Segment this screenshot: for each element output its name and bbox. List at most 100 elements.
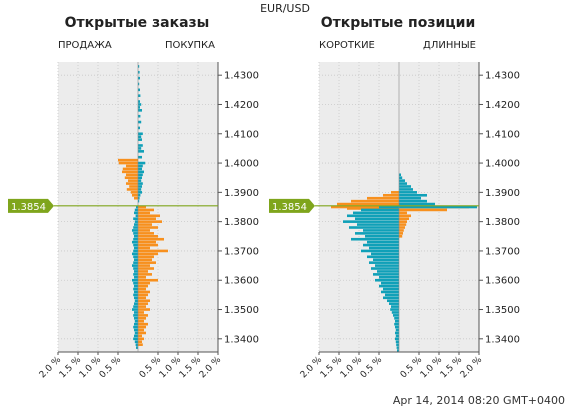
positions-bar-sell bbox=[399, 223, 407, 226]
orders-bar-buy bbox=[134, 311, 138, 314]
orders-bar-sell bbox=[129, 185, 138, 188]
positions-xtick-label: 1.5 % bbox=[319, 355, 345, 381]
orders-bar-buy bbox=[134, 223, 138, 226]
orders-ytick-label: 1.3900 bbox=[224, 188, 259, 199]
orders-bar-sell bbox=[138, 317, 146, 320]
positions-bar-buy bbox=[355, 217, 399, 221]
positions-bar-sell bbox=[337, 202, 399, 206]
orders-bar-sell bbox=[134, 196, 138, 200]
positions-bar-buy bbox=[375, 264, 399, 267]
orders-ytick-label: 1.4300 bbox=[224, 71, 259, 82]
positions-bar-buy bbox=[363, 229, 399, 232]
positions-bar-buy bbox=[399, 205, 477, 209]
orders-bar-buy bbox=[138, 70, 140, 74]
positions-bar-buy bbox=[395, 340, 399, 344]
orders-xtick-label: 2.0 % bbox=[198, 355, 224, 381]
orders-bar-buy bbox=[134, 258, 138, 262]
orders-bar-buy bbox=[138, 126, 140, 130]
orders-bar-buy bbox=[133, 243, 138, 247]
orders-bar-sell bbox=[138, 331, 146, 335]
orders-bar-buy bbox=[138, 109, 142, 112]
orders-bar-sell bbox=[138, 302, 148, 305]
positions-ytick-label: 1.3400 bbox=[485, 334, 520, 345]
orders-bar-sell bbox=[138, 249, 168, 253]
positions-bar-buy bbox=[373, 273, 399, 276]
orders-bar-sell bbox=[138, 211, 150, 215]
orders-xtick-label: 1.0 % bbox=[158, 355, 184, 381]
orders-bar-sell bbox=[138, 337, 144, 341]
positions-bar-buy bbox=[399, 199, 427, 203]
positions-price-tag-label: 1.3854 bbox=[272, 202, 307, 213]
orders-bar-buy bbox=[134, 299, 138, 303]
positions-bar-buy bbox=[343, 220, 399, 223]
positions-bar-buy bbox=[399, 191, 417, 194]
orders-ytick-label: 1.4200 bbox=[224, 100, 259, 111]
positions-price-tag bbox=[269, 198, 315, 213]
positions-xtick-label: 1.0 % bbox=[339, 355, 365, 381]
positions-bar-buy bbox=[395, 337, 399, 341]
orders-bar-buy bbox=[138, 173, 143, 177]
orders-bar-buy bbox=[138, 191, 142, 194]
orders-bar-sell bbox=[126, 173, 138, 177]
orders-bar-buy bbox=[138, 114, 141, 118]
positions-bar-buy bbox=[379, 284, 399, 288]
orders-bar-sell bbox=[138, 270, 148, 273]
positions-bar-buy bbox=[395, 319, 399, 323]
positions-bar-buy bbox=[349, 226, 399, 229]
orders-bar-buy bbox=[134, 328, 138, 332]
orders-bar-sell bbox=[138, 255, 154, 259]
orders-ytick-label: 1.3400 bbox=[224, 334, 259, 345]
orders-bar-buy bbox=[138, 193, 141, 197]
orders-bar-sell bbox=[138, 273, 152, 276]
positions-bar-buy bbox=[363, 243, 399, 247]
positions-bar-buy bbox=[399, 173, 401, 177]
orders-bar-sell bbox=[138, 340, 142, 344]
positions-bar-buy bbox=[399, 182, 407, 185]
orders-xtick-label: 1.5 % bbox=[178, 355, 204, 381]
positions-bar-buy bbox=[394, 317, 399, 320]
orders-bar-buy bbox=[134, 220, 138, 223]
orders-bar-buy bbox=[136, 346, 138, 349]
orders-bar-buy bbox=[138, 150, 144, 153]
positions-ytick-label: 1.4300 bbox=[485, 71, 520, 82]
positions-ytick-label: 1.3600 bbox=[485, 276, 520, 287]
positions-chart-title: Открытые позиции bbox=[321, 15, 476, 31]
orders-bar-buy bbox=[134, 296, 138, 300]
positions-bar-sell bbox=[399, 220, 407, 223]
positions-bar-buy bbox=[353, 211, 399, 215]
orders-xtick-label: 2.0 % bbox=[38, 355, 64, 381]
positions-xtick-label: 0.5 % bbox=[359, 355, 385, 381]
positions-bar-buy bbox=[396, 346, 399, 349]
orders-bar-buy bbox=[138, 185, 142, 188]
orders-bar-sell bbox=[138, 276, 146, 279]
orders-bar-buy bbox=[138, 103, 142, 106]
positions-bar-buy bbox=[399, 202, 435, 206]
orders-bar-buy bbox=[134, 317, 138, 320]
positions-bar-sell bbox=[399, 234, 403, 238]
orders-bar-sell bbox=[138, 281, 150, 285]
orders-bar-buy bbox=[138, 76, 140, 80]
positions-bar-buy bbox=[399, 196, 421, 200]
orders-bar-buy bbox=[138, 82, 140, 86]
orders-bar-sell bbox=[138, 214, 160, 218]
positions-bar-buy bbox=[357, 223, 399, 226]
positions-ytick-label: 1.3500 bbox=[485, 305, 520, 316]
positions-bar-sell bbox=[399, 232, 403, 235]
positions-bar-buy bbox=[365, 234, 399, 238]
orders-bar-sell bbox=[138, 278, 158, 282]
orders-bar-sell bbox=[138, 217, 156, 221]
orders-bar-sell bbox=[138, 267, 154, 270]
positions-bar-buy bbox=[371, 252, 399, 256]
positions-bar-buy bbox=[391, 311, 399, 314]
orders-bar-buy bbox=[133, 217, 138, 221]
orders-bar-buy bbox=[138, 100, 140, 103]
orders-bar-buy bbox=[134, 211, 138, 215]
orders-bar-sell bbox=[138, 258, 152, 262]
orders-bar-sell bbox=[138, 205, 146, 209]
orders-bar-buy bbox=[134, 334, 138, 338]
orders-bar-sell bbox=[122, 167, 138, 171]
orders-bar-sell bbox=[138, 223, 152, 226]
orders-bar-buy bbox=[133, 237, 138, 241]
positions-bar-buy bbox=[395, 328, 399, 332]
